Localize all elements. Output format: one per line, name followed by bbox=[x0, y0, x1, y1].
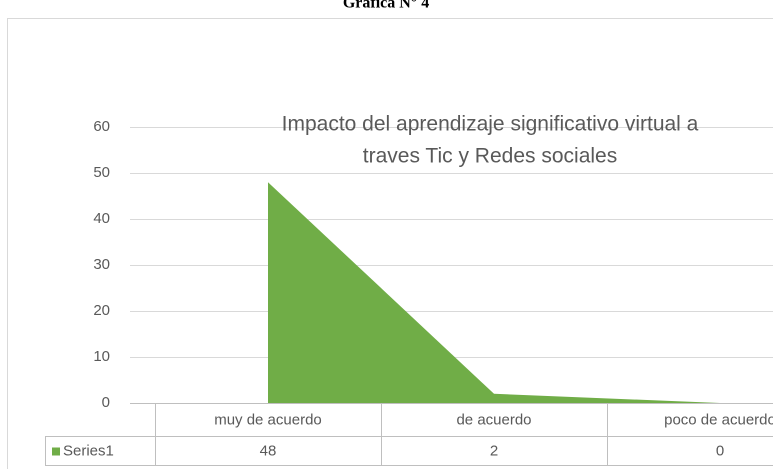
table-value: 48 bbox=[260, 442, 277, 459]
y-tick-label: 60 bbox=[93, 118, 110, 135]
chart-title: Impacto del aprendizaje significativo vi… bbox=[282, 113, 699, 136]
y-tick-label: 40 bbox=[93, 210, 110, 227]
y-tick-label: 30 bbox=[93, 256, 110, 273]
chart-title: traves Tic y Redes sociales bbox=[363, 145, 617, 168]
x-tick-label: muy de acuerdo bbox=[214, 411, 322, 428]
legend-key bbox=[52, 447, 60, 456]
heading: Gráfica N° 4 bbox=[343, 0, 429, 12]
y-tick-label: 10 bbox=[93, 348, 110, 365]
y-tick-label: 0 bbox=[102, 394, 110, 411]
area bbox=[268, 182, 720, 403]
y-tick-label: 50 bbox=[93, 164, 110, 181]
legend-label: Series1 bbox=[63, 442, 114, 459]
x-tick-label: poco de acuerdo bbox=[664, 411, 773, 428]
y-tick-label: 20 bbox=[93, 302, 110, 319]
table-value: 0 bbox=[716, 442, 724, 459]
x-tick-label: de acuerdo bbox=[456, 411, 531, 428]
table-value: 2 bbox=[490, 442, 498, 459]
